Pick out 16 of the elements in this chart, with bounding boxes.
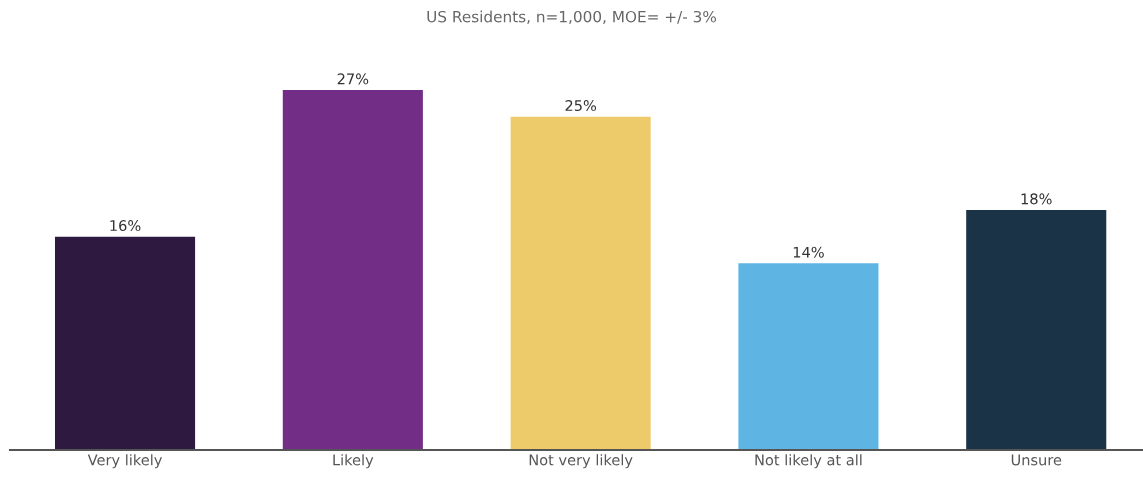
bar — [54, 236, 196, 450]
data-label: 14% — [793, 246, 824, 258]
bar — [966, 210, 1107, 450]
data-label: 25% — [565, 100, 597, 112]
x-tick-label: Not very likely — [529, 454, 633, 469]
x-tick-label: Not likely at all — [755, 454, 862, 469]
chart-title: US Residents, n=1,000, MOE= +/- 3% — [427, 10, 717, 24]
bar — [738, 263, 879, 450]
x-tick-label: Very likely — [87, 454, 162, 469]
x-tick-label: Unsure — [1011, 454, 1062, 466]
data-label: 18% — [1021, 193, 1052, 205]
data-label: 16% — [110, 220, 141, 232]
x-tick-label: Likely — [333, 454, 374, 469]
bar — [510, 116, 651, 450]
bar — [282, 90, 423, 450]
data-label: 27% — [337, 73, 369, 85]
